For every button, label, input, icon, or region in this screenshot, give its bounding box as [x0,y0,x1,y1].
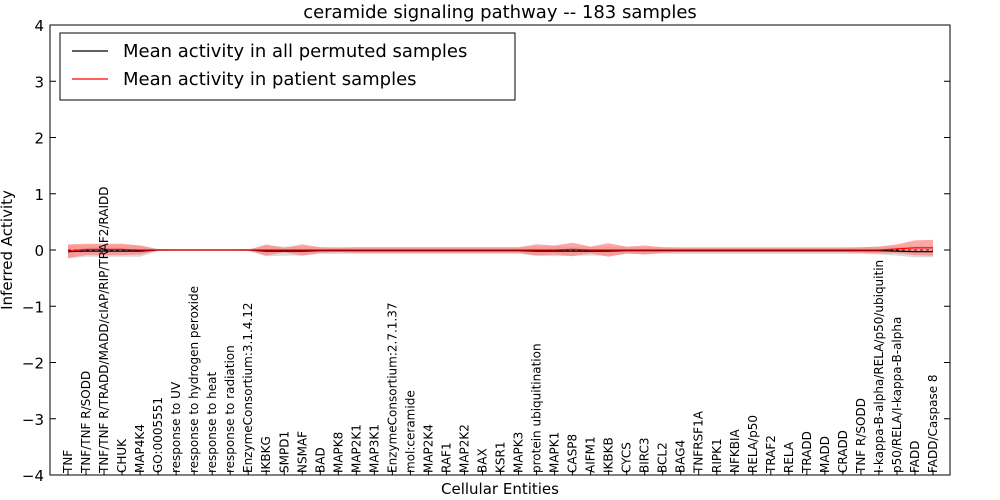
plot-frame [49,24,951,476]
x-tick-label: TRADD [800,431,814,474]
y-tick-label: 1 [34,186,44,204]
y-tick-label: 0 [34,242,44,260]
y-tick-label: −1 [22,298,44,316]
x-tick-label: response to radiation [223,345,237,473]
series-lines [67,247,933,253]
x-tick-label: GO:0005551 [151,397,165,473]
x-tick-label: MAPK1 [548,432,562,473]
x-tick-label: MAP2K2 [458,424,472,473]
series-band-1 [68,239,933,258]
x-tick-label: KSR1 [494,442,508,473]
x-tick-label: EnzymeConsortium:3.1.4.12 [241,302,255,473]
y-axis-ticks: −4 −3 −2 −1 0 1 2 3 4 [22,17,950,485]
x-tick-label: SMPD1 [277,431,291,473]
y-axis-label: Inferred Activity [0,190,16,310]
x-tick-label: MAP4K4 [133,424,147,473]
x-tick-label: CYCS [620,442,634,473]
x-tick-label: TRAF2 [764,435,778,474]
x-tick-label: BIRC3 [638,437,652,473]
y-tick-label: 3 [34,73,44,91]
confidence-bands [68,239,933,259]
legend-label-1: Mean activity in patient samples [123,69,417,90]
legend-label-0: Mean activity in all permuted samples [123,41,467,62]
x-tick-label: mol:ceramide [403,390,417,473]
x-tick-label: EnzymeConsortium:2.7.1.37 [385,302,399,473]
series-line-1 [67,247,933,252]
x-tick-label: IKBKB [602,437,616,473]
legend-box [59,32,516,101]
x-axis-label: Cellular Entities [441,480,559,498]
x-tick-label: p50/RELA/I-kappa-B-alpha [890,317,904,473]
y-tick-label: −2 [22,355,44,373]
x-tick-label: MAP2K4 [421,424,435,473]
x-tick-label: MADD [818,436,832,473]
y-tick-label: −3 [22,411,44,429]
x-tick-label: MAPK3 [512,432,526,473]
x-axis-ticks: TNF TNF/TNF R/SODD TNF/TNF R/TRADD/MADD/cI… [61,187,940,475]
y-tick-label: −4 [22,467,44,485]
y-tick-label: 4 [34,17,44,35]
x-tick-label: response to hydrogen peroxide [187,286,201,473]
x-tick-label: NSMAF [295,431,309,473]
x-tick-label: TNF R/SODD [854,398,868,474]
x-tick-label: MAP3K1 [367,424,381,473]
x-tick-label: CHUK [115,438,129,473]
x-tick-label: RIPK1 [710,438,724,473]
y-tick-label: 2 [34,130,44,148]
legend: Mean activity in all permuted samples Mea… [59,32,516,101]
x-tick-label: NFKBIA [728,428,742,473]
x-tick-label: CASP8 [566,434,580,473]
x-tick-label: TNF/TNF R/SODD [79,371,93,474]
x-tick-label: MAPK8 [331,432,345,473]
x-tick-label: BAX [476,448,490,473]
x-tick-label: FADD/Caspase 8 [926,374,940,473]
x-tick-label: FADD [908,441,922,474]
x-tick-label: MAP2K1 [349,424,363,473]
x-tick-label: protein ubiquitination [530,343,544,473]
x-tick-label: CRADD [836,430,850,473]
x-tick-label: RELA [782,441,796,473]
x-tick-label: TNF [61,450,75,474]
x-tick-label: BCL2 [656,442,670,473]
x-tick-label: response to heat [205,371,219,473]
x-tick-label: AIFM1 [584,436,598,473]
x-tick-label: response to UV [169,381,183,473]
x-tick-label: I-kappa-B-alpha/RELA/p50/ubiquitin [872,260,886,473]
chart-title: ceramide signaling pathway -- 183 sample… [303,2,697,23]
x-tick-label: TNF/TNF R/TRADD/MADD/cIAP/RIP/TRAF2/RAID… [97,187,111,475]
x-tick-label: BAG4 [674,440,688,473]
x-tick-label: RELA/p50 [746,415,760,473]
x-tick-label: RAF1 [439,442,453,473]
x-tick-label: IKBKG [259,436,273,473]
x-tick-label: TNFRSF1A [692,410,706,474]
x-tick-label: BAD [313,447,327,473]
